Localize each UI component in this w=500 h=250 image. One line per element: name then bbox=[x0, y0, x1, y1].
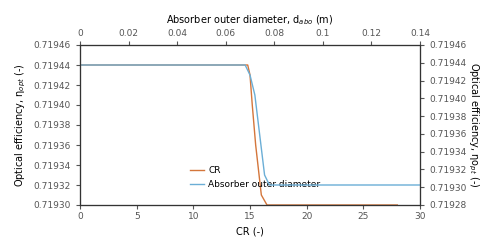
CR bbox=[145, 64, 151, 66]
Absorber outer diameter bbox=[284, 184, 290, 186]
Absorber outer diameter bbox=[210, 64, 216, 66]
Absorber outer diameter bbox=[272, 184, 278, 186]
Absorber outer diameter bbox=[252, 94, 258, 96]
CR bbox=[360, 204, 366, 206]
Absorber outer diameter bbox=[266, 184, 272, 186]
CR bbox=[264, 204, 270, 206]
Absorber outer diameter bbox=[417, 184, 423, 186]
CR bbox=[247, 74, 253, 76]
Absorber outer diameter bbox=[77, 64, 83, 66]
Absorber outer diameter bbox=[256, 134, 262, 136]
CR bbox=[270, 204, 276, 206]
CR bbox=[394, 204, 400, 206]
CR bbox=[304, 204, 310, 206]
Absorber outer diameter bbox=[247, 74, 253, 76]
CR bbox=[77, 64, 83, 66]
Absorber outer diameter bbox=[235, 64, 241, 66]
Legend: CR, Absorber outer diameter: CR, Absorber outer diameter bbox=[186, 163, 324, 192]
Y-axis label: Optical efficiency, η$_{opt}$ (-): Optical efficiency, η$_{opt}$ (-) bbox=[14, 63, 28, 187]
Line: CR: CR bbox=[80, 65, 398, 205]
CR bbox=[281, 204, 287, 206]
Absorber outer diameter bbox=[174, 64, 180, 66]
X-axis label: CR (-): CR (-) bbox=[236, 226, 264, 236]
CR bbox=[244, 64, 250, 66]
Y-axis label: Optical efficiency, ηo$_{pt}$ (-): Optical efficiency, ηo$_{pt}$ (-) bbox=[466, 62, 480, 188]
Absorber outer diameter bbox=[242, 64, 248, 66]
CR bbox=[250, 104, 256, 106]
CR bbox=[276, 204, 281, 206]
CR bbox=[258, 194, 264, 196]
Line: Absorber outer diameter: Absorber outer diameter bbox=[80, 65, 420, 185]
X-axis label: Absorber outer diameter, d$_{abo}$ (m): Absorber outer diameter, d$_{abo}$ (m) bbox=[166, 14, 334, 27]
Absorber outer diameter bbox=[150, 64, 156, 66]
CR bbox=[236, 64, 242, 66]
Absorber outer diameter bbox=[262, 174, 268, 176]
CR bbox=[190, 64, 196, 66]
Absorber outer diameter bbox=[368, 184, 374, 186]
Absorber outer diameter bbox=[320, 184, 326, 186]
Absorber outer diameter bbox=[296, 184, 302, 186]
CR bbox=[252, 144, 258, 146]
